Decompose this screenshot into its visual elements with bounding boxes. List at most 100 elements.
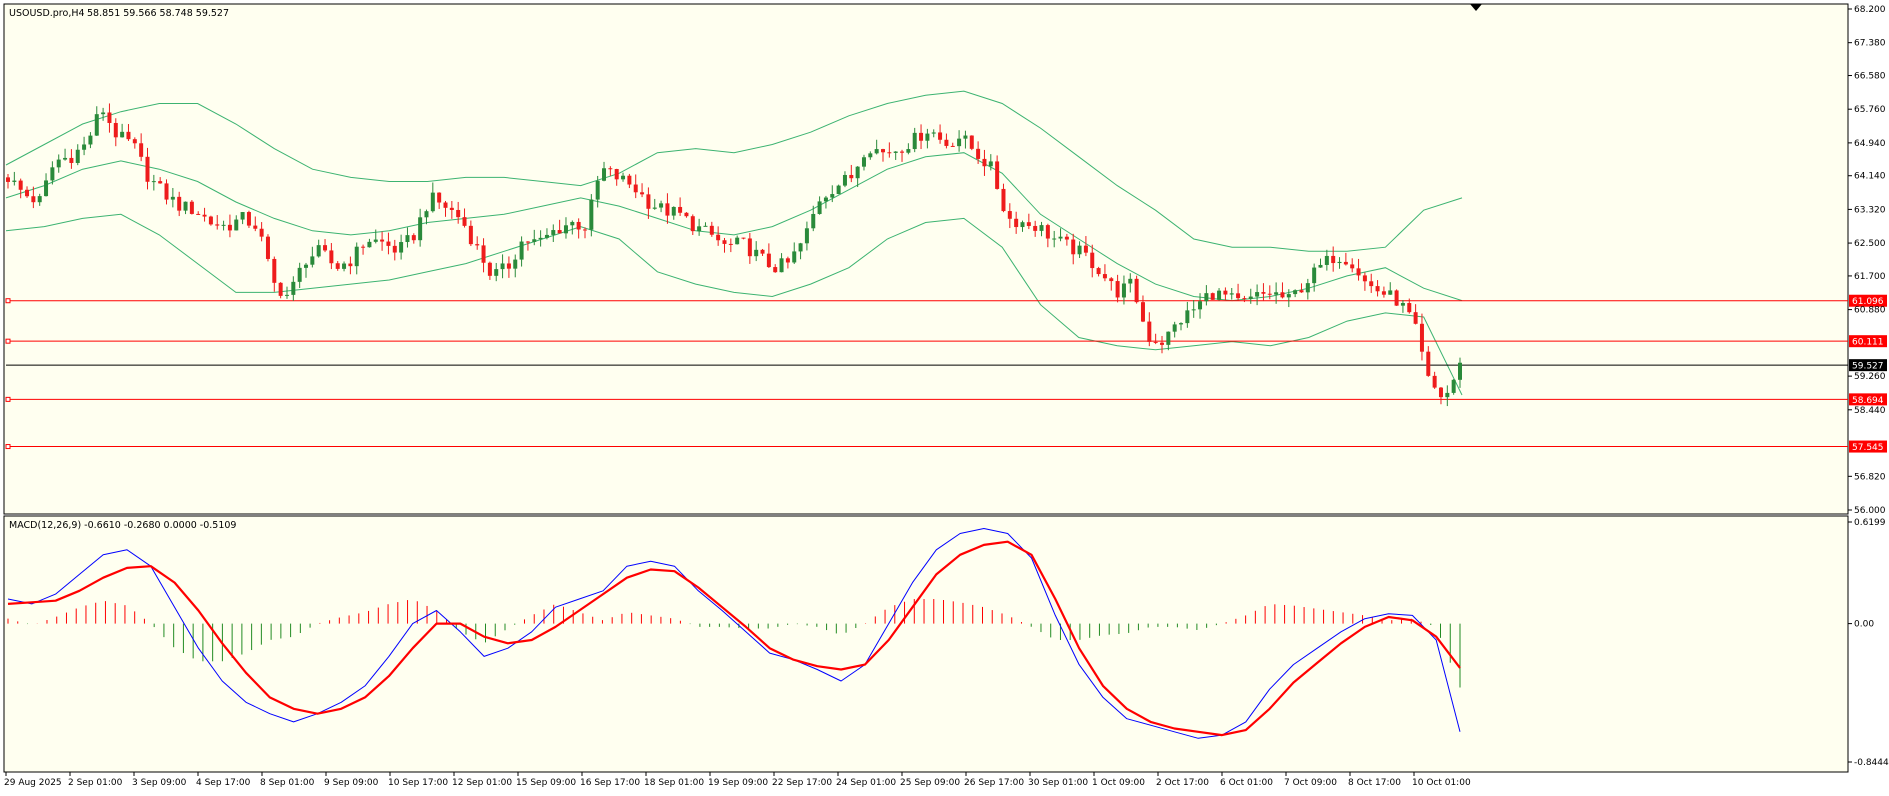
time-tick-label: 30 Sep 01:00 bbox=[1028, 778, 1088, 788]
candle-bull bbox=[519, 241, 524, 260]
candle-bull bbox=[893, 151, 898, 153]
candle-bear bbox=[1014, 218, 1019, 228]
horizontal-levels[interactable]: 61.096 60.111 58.694 57.545 59.527 bbox=[5, 294, 1887, 453]
candle-bear bbox=[1369, 281, 1374, 287]
price-panel[interactable] bbox=[3, 3, 1849, 515]
candle-bull bbox=[659, 203, 664, 208]
level-price-label: 61.096 bbox=[1852, 297, 1884, 307]
candle-bear bbox=[1381, 291, 1386, 295]
candle-bear bbox=[113, 122, 118, 138]
candle-bull bbox=[1451, 379, 1456, 393]
candle-bear bbox=[646, 194, 651, 209]
candle-bull bbox=[1198, 301, 1203, 310]
candle-bear bbox=[919, 132, 924, 141]
candle-bear bbox=[164, 183, 169, 200]
candle-bear bbox=[1115, 281, 1120, 298]
candle-bear bbox=[614, 169, 619, 180]
macd-tick-label: 0.6199 bbox=[1854, 518, 1886, 528]
candle-bull bbox=[1166, 331, 1171, 345]
candle-bull bbox=[63, 157, 68, 160]
candle-bull bbox=[1293, 290, 1298, 295]
candle-bull bbox=[1020, 222, 1025, 228]
candle-bull bbox=[75, 149, 80, 163]
candle-bear bbox=[475, 244, 480, 246]
candle-bull bbox=[621, 175, 626, 180]
time-tick-label: 26 Sep 17:00 bbox=[964, 778, 1024, 788]
candle-bear bbox=[1242, 298, 1247, 300]
candle-bear bbox=[849, 174, 854, 179]
candle-bear bbox=[329, 250, 334, 264]
candle-bear bbox=[323, 245, 328, 251]
candle-bear bbox=[1331, 255, 1336, 264]
candle-bear bbox=[1159, 342, 1164, 345]
candle-bear bbox=[1096, 268, 1101, 275]
candle-bear bbox=[208, 216, 213, 225]
candle-bull bbox=[868, 153, 873, 158]
candle-bull bbox=[1255, 292, 1260, 297]
candle-bear bbox=[976, 148, 981, 159]
time-tick-label: 8 Sep 01:00 bbox=[260, 778, 315, 788]
level-price-tag bbox=[1849, 294, 1887, 307]
candle-bull bbox=[151, 181, 156, 183]
candle-bear bbox=[982, 158, 987, 167]
candle-bear bbox=[1083, 245, 1088, 253]
candle-bear bbox=[1299, 290, 1304, 293]
time-axis: 29 Aug 2025 2 Sep 01:00 3 Sep 09:00 4 Sep 1… bbox=[4, 772, 1471, 788]
candle-bull bbox=[1458, 362, 1462, 380]
level-anchor-icon[interactable] bbox=[5, 396, 11, 402]
price-tick-label: 59.260 bbox=[1854, 372, 1886, 382]
time-tick-label: 7 Oct 09:00 bbox=[1284, 778, 1337, 788]
candle-bull bbox=[513, 259, 518, 269]
candle-bear bbox=[1426, 351, 1431, 376]
macd-panel[interactable] bbox=[3, 515, 1849, 773]
time-tick-label: 15 Sep 09:00 bbox=[516, 778, 576, 788]
candle-bear bbox=[31, 196, 36, 203]
candle-bull bbox=[37, 196, 42, 203]
symbol-label: USOUSD.pro,H4 bbox=[9, 8, 85, 19]
candle-bull bbox=[931, 132, 936, 134]
candle-bull bbox=[284, 294, 289, 296]
candle-bear bbox=[557, 230, 562, 234]
price-tick-label: 65.760 bbox=[1854, 105, 1886, 115]
candle-bear bbox=[766, 253, 771, 268]
candle-bear bbox=[1267, 293, 1272, 295]
candle-bear bbox=[640, 192, 645, 195]
candle-bear bbox=[1413, 312, 1418, 324]
time-tick-label: 22 Sep 17:00 bbox=[772, 778, 832, 788]
candle-bear bbox=[684, 212, 689, 217]
candle-bear bbox=[576, 221, 581, 230]
level-anchor-icon[interactable] bbox=[5, 298, 11, 304]
candle-bear bbox=[1071, 239, 1076, 255]
candle-bull bbox=[1185, 310, 1190, 324]
price-tick-label: 64.140 bbox=[1854, 172, 1886, 182]
candle-bull bbox=[798, 243, 803, 252]
candle-bull bbox=[595, 180, 600, 200]
candle-bear bbox=[259, 228, 264, 237]
time-tick-label: 10 Sep 17:00 bbox=[388, 778, 448, 788]
macd-lines bbox=[7, 528, 1461, 739]
time-tick-label: 12 Sep 01:00 bbox=[452, 778, 512, 788]
candle-bear bbox=[126, 131, 131, 140]
time-tick-label: 25 Sep 09:00 bbox=[900, 778, 960, 788]
price-tick-label: 66.580 bbox=[1854, 72, 1886, 82]
time-tick-label: 10 Oct 01:00 bbox=[1412, 778, 1471, 788]
candle-bear bbox=[246, 212, 251, 226]
level-anchor-icon[interactable] bbox=[5, 444, 11, 450]
candle-bull bbox=[1248, 296, 1253, 299]
candle-bear bbox=[1350, 264, 1355, 269]
candle-bear bbox=[1362, 275, 1367, 282]
candle-bull bbox=[855, 166, 860, 179]
candle-bull bbox=[963, 135, 968, 139]
candle-bear bbox=[158, 181, 163, 184]
candle-bull bbox=[354, 246, 359, 267]
chart-shift-marker-icon[interactable] bbox=[1470, 4, 1482, 11]
candle-bear bbox=[995, 161, 1000, 189]
candle-bear bbox=[481, 245, 486, 263]
candle-bear bbox=[1419, 323, 1424, 352]
level-anchor-icon[interactable] bbox=[5, 338, 11, 344]
candle-bull bbox=[12, 180, 17, 182]
candle-bear bbox=[1001, 188, 1006, 212]
candle-bull bbox=[563, 225, 568, 234]
